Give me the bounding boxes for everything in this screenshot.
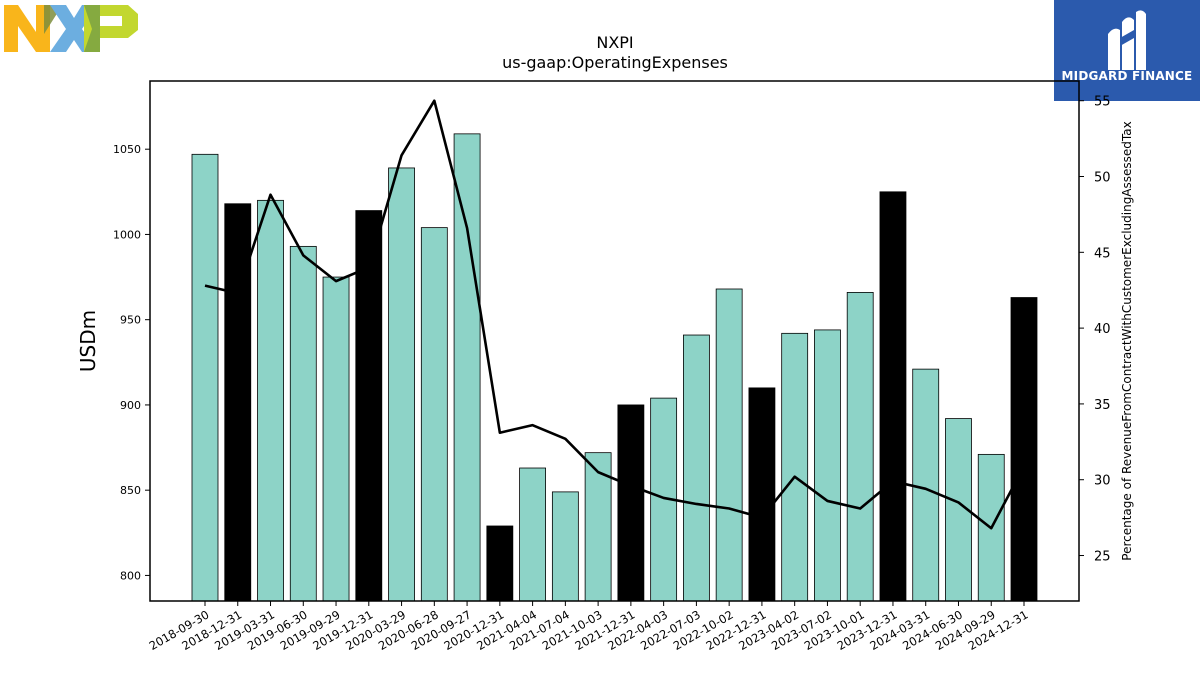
y2-tick-label: 35 xyxy=(1094,398,1111,413)
line-series xyxy=(204,99,1026,530)
y-tick-label: 850 xyxy=(120,484,141,497)
y-tick-label: 950 xyxy=(120,314,141,327)
y2-axis-label: Percentage of RevenueFromContractWithCus… xyxy=(1120,121,1134,560)
bar-2019-03-31 xyxy=(257,199,284,602)
y-tick-label: 1050 xyxy=(113,143,141,156)
bar-2022-07-03 xyxy=(683,334,710,602)
bar-2019-12-31 xyxy=(355,210,383,602)
y2-tick-label: 50 xyxy=(1094,171,1111,186)
y2-tick-label: 45 xyxy=(1094,246,1111,261)
y-axis-label: USDm xyxy=(76,310,100,372)
y-tick-label: 1000 xyxy=(113,228,141,241)
bar-2024-03-31 xyxy=(912,368,940,602)
bar-2024-12-31 xyxy=(1010,297,1038,602)
bar-2020-06-28 xyxy=(420,227,448,602)
bar-2021-04-04 xyxy=(519,467,546,602)
bar-2022-12-31 xyxy=(748,387,776,602)
nxp-logo xyxy=(4,4,140,54)
bar-series xyxy=(191,133,1038,602)
y2-tick-label: 40 xyxy=(1094,322,1111,337)
bar-2020-12-31 xyxy=(486,525,514,602)
y-tick-label: 800 xyxy=(120,569,141,582)
midgard-finance-brand: MIDGARD FINANCE xyxy=(1061,69,1193,83)
bar-2019-06-30 xyxy=(289,245,317,602)
bar-2022-10-02 xyxy=(715,288,743,602)
bar-2021-07-04 xyxy=(551,491,579,602)
bar-2023-07-02 xyxy=(814,329,841,602)
y2-tick-label: 25 xyxy=(1094,550,1111,565)
plot-frame xyxy=(149,80,1080,602)
bar-2023-12-31 xyxy=(879,191,907,602)
bar-2023-04-02 xyxy=(781,332,809,602)
percentage-line xyxy=(204,99,1026,530)
x-axis: 2018-09-302018-12-312019-03-312019-06-30… xyxy=(147,601,1031,653)
y2-tick-label: 55 xyxy=(1094,95,1111,110)
y-axis: 800 850 900 950 1000 1050 xyxy=(113,143,150,582)
bar-2019-09-29 xyxy=(322,276,350,602)
bar-2024-06-30 xyxy=(945,418,972,602)
bar-2018-09-30 xyxy=(191,153,219,602)
bar-2020-09-27 xyxy=(453,133,481,602)
bar-2021-10-03 xyxy=(584,452,612,602)
bar-2023-10-01 xyxy=(846,292,874,602)
bar-2020-03-29 xyxy=(388,167,415,602)
chart-subtitle: us-gaap:OperatingExpenses xyxy=(502,53,728,72)
bar-2021-12-31 xyxy=(617,404,645,602)
y2-tick-label: 30 xyxy=(1094,474,1111,489)
y2-axis: 25 30 35 40 45 50 55 xyxy=(1079,95,1111,565)
chart-title: NXPI xyxy=(596,33,633,52)
y-tick-label: 900 xyxy=(120,399,141,412)
